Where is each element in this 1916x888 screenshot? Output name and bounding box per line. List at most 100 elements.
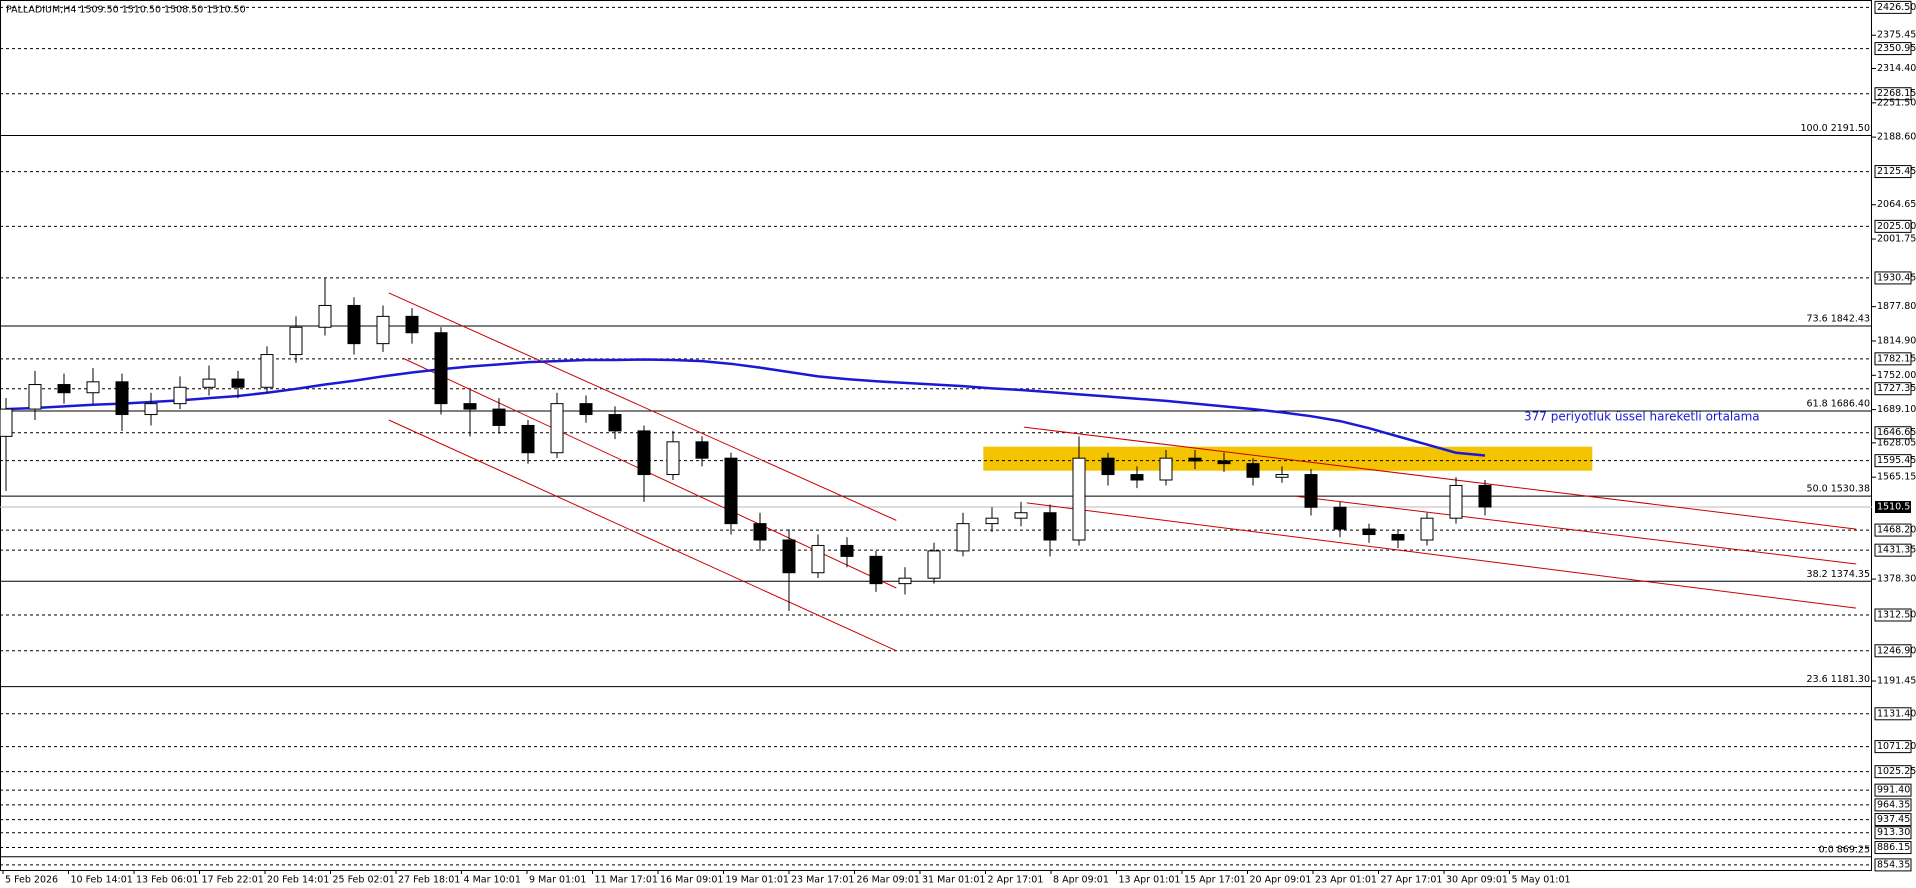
trendline	[388, 419, 897, 652]
trendline	[1023, 426, 1857, 530]
level-box	[1874, 543, 1912, 557]
y-tick-label: 1378.30	[1877, 574, 1916, 585]
candle-body	[405, 315, 419, 334]
level-box	[1874, 783, 1912, 797]
level-box	[1874, 219, 1912, 233]
candle-body	[463, 403, 477, 410]
candle-body	[782, 539, 796, 574]
candle-body	[144, 403, 158, 416]
fib-label: 23.6 1181.30	[1807, 674, 1870, 685]
candle-body	[869, 555, 883, 585]
level-label: 1246.90	[1877, 645, 1916, 656]
y-tick-label: 2251.50	[1877, 97, 1916, 108]
candle-body	[231, 378, 245, 388]
level-label: 2025.00	[1877, 221, 1916, 232]
level-label: 2350.95	[1877, 43, 1916, 54]
level-box	[1874, 740, 1912, 754]
level-box	[1874, 0, 1912, 14]
y-tick-label: 2375.45	[1877, 30, 1916, 41]
fib-label: 61.8 1686.40	[1807, 399, 1870, 410]
candle-body	[376, 315, 390, 345]
candle-body	[86, 381, 100, 394]
level-box	[1874, 608, 1912, 622]
x-tick-label: 4 Mar 10:01	[464, 875, 521, 886]
level-box	[1874, 523, 1912, 537]
x-tick-label: 13 Feb 06:01	[136, 875, 198, 886]
candle-body	[347, 304, 361, 345]
level-label: 1071.20	[1877, 741, 1916, 752]
level-label: 1595.45	[1877, 455, 1916, 466]
trendline	[1296, 495, 1857, 565]
fib-label: 100.0 2191.50	[1800, 123, 1870, 134]
level-label: 1646.65	[1877, 427, 1916, 438]
x-tick-label: 10 Feb 14:01	[71, 875, 133, 886]
candle-body	[318, 304, 332, 328]
candle-body	[492, 408, 506, 426]
candle-body	[637, 430, 651, 476]
candle-body	[695, 441, 709, 459]
x-tick-label: 23 Apr 01:01	[1315, 875, 1377, 886]
x-tick-label: 5 Feb 2026	[5, 875, 58, 886]
candle-body	[811, 544, 825, 574]
candle-body	[1072, 457, 1086, 541]
candle-body	[434, 332, 448, 405]
plot-frame	[0, 0, 1872, 871]
trendline	[1026, 502, 1857, 609]
fib-label: 50.0 1530.38	[1807, 484, 1870, 495]
candle-body	[202, 378, 216, 388]
candle-body	[173, 386, 187, 405]
level-box	[1874, 707, 1912, 721]
level-label: 1930.45	[1877, 272, 1916, 283]
level-label: 1468.20	[1877, 525, 1916, 536]
level-box	[1874, 352, 1912, 366]
trendline	[388, 292, 897, 521]
candle-body	[1478, 484, 1492, 508]
plot-area	[0, 6, 1872, 866]
candle-body	[1449, 484, 1463, 519]
y-tick-label: 2314.40	[1877, 63, 1916, 74]
x-tick-label: 27 Feb 18:01	[398, 875, 460, 886]
level-box	[1874, 841, 1912, 855]
fib-label: 38.2 1374.35	[1807, 569, 1870, 580]
candle-body	[1159, 457, 1173, 481]
level-label: 1025.25	[1877, 766, 1916, 777]
level-box	[1874, 813, 1912, 827]
annotation: 377 periyotluk üssel hareketli ortalama	[1524, 410, 1760, 424]
x-tick-label: 31 Mar 01:01	[922, 875, 985, 886]
candle-body	[1130, 474, 1144, 481]
level-box	[1874, 165, 1912, 179]
level-box	[1874, 271, 1912, 285]
x-tick-label: 11 Mar 17:01	[595, 875, 658, 886]
level-label: 937.45	[1877, 814, 1910, 825]
candle-body	[1420, 517, 1434, 541]
level-box	[1874, 765, 1912, 779]
y-tick-label: 1877.80	[1877, 301, 1916, 312]
y-tick-label: 2001.75	[1877, 234, 1916, 245]
candle-body	[0, 408, 13, 437]
candle-body	[579, 403, 593, 416]
y-tick-label: 1752.00	[1877, 370, 1916, 381]
chart-title: PALLADIUM,H4 1509.50 1510.50 1508.50 151…	[6, 5, 246, 16]
candle-body	[1246, 463, 1260, 478]
level-label: 2426.50	[1877, 2, 1916, 13]
y-tick-label: 1689.10	[1877, 404, 1916, 415]
candle-body	[666, 441, 680, 476]
current-price-box	[1875, 501, 1911, 513]
ema-line	[5, 358, 1486, 457]
candle-body	[521, 424, 535, 454]
candle-body	[550, 403, 564, 454]
y-tick-label: 1191.45	[1877, 676, 1916, 687]
level-label: 1431.35	[1877, 545, 1916, 556]
x-tick-label: 26 Mar 09:01	[857, 875, 920, 886]
x-tick-label: 23 Mar 17:01	[791, 875, 854, 886]
candle-body	[898, 577, 912, 585]
current-price-label: 1510.50	[1877, 502, 1916, 513]
x-tick-label: 30 Apr 09:01	[1446, 875, 1508, 886]
candle-body	[1304, 474, 1318, 508]
level-label: 1131.40	[1877, 708, 1916, 719]
candle-body	[289, 326, 303, 356]
level-box	[1874, 798, 1912, 812]
x-tick-label: 15 Apr 17:01	[1184, 875, 1246, 886]
level-label: 964.35	[1877, 799, 1910, 810]
